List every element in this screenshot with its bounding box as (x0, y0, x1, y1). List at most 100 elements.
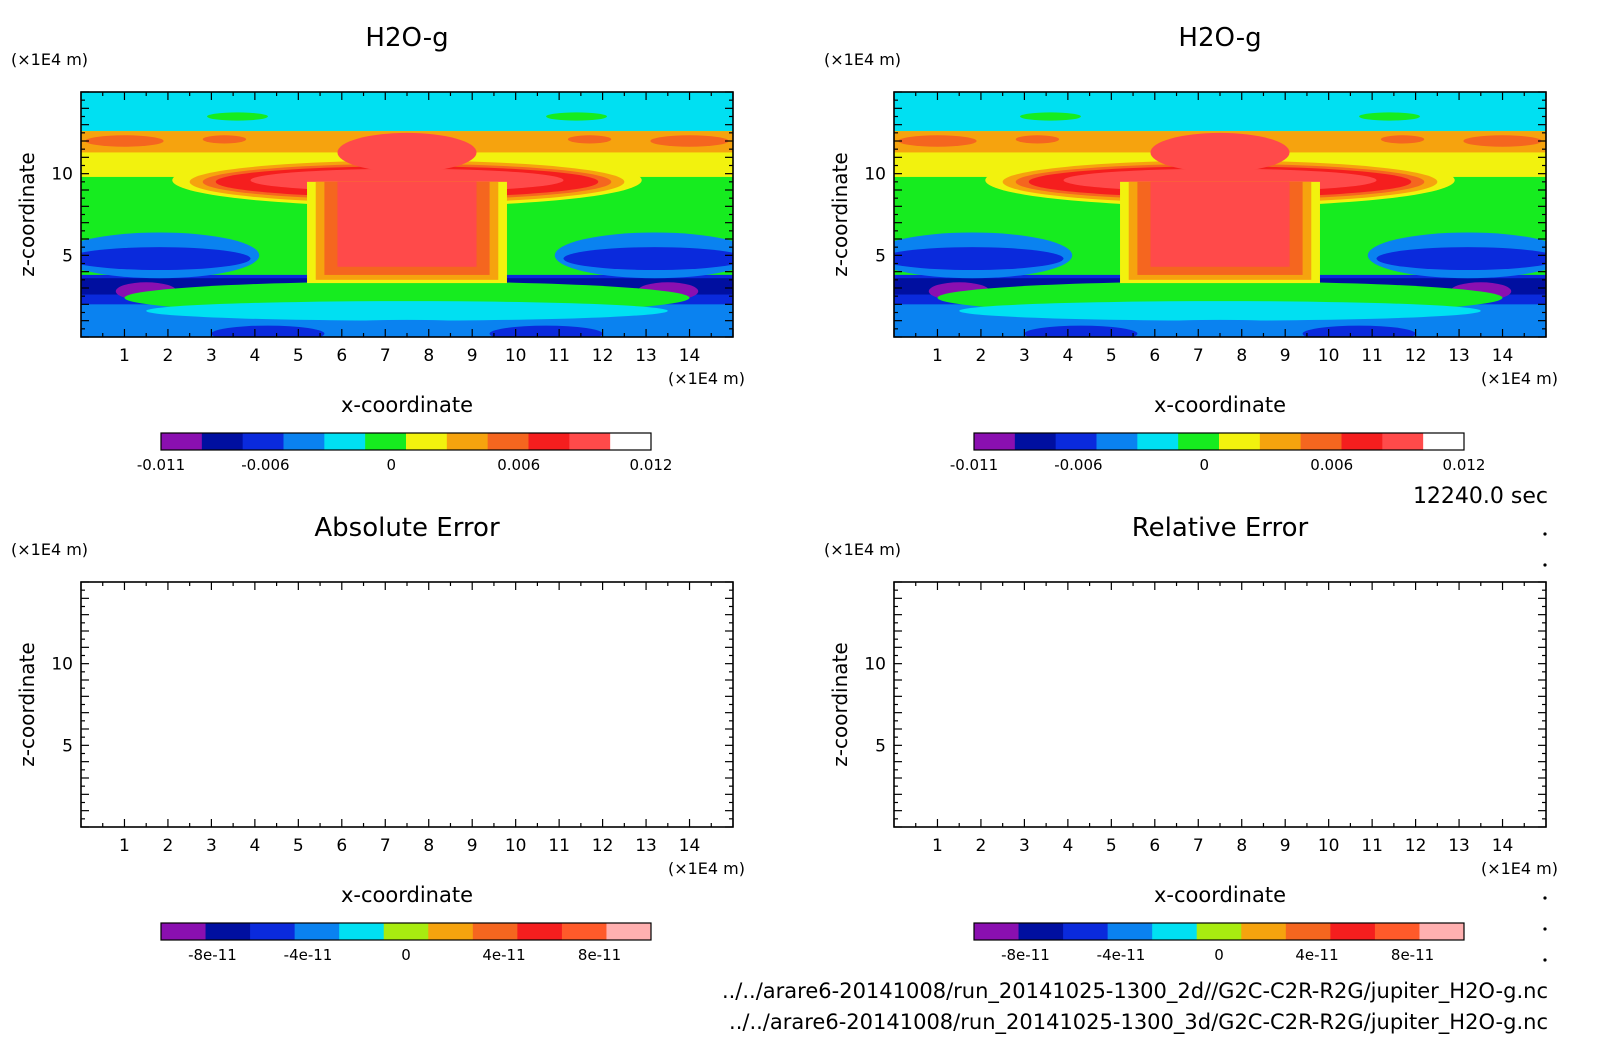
chart-title: Absolute Error (314, 513, 500, 543)
ticks (893, 581, 1547, 828)
colorbar-swatch (528, 433, 570, 450)
colorbar: -0.011 -0.006 0 0.006 0.012 (950, 432, 1486, 474)
colorbar-swatch (201, 433, 244, 450)
x-tick-label: 10 (505, 836, 527, 856)
colorbar-swatch (205, 923, 251, 940)
colorbar-swatch (974, 923, 1020, 940)
colorbar-swatch (1152, 923, 1198, 940)
colorbar-swatch (1107, 923, 1153, 940)
colorbar-label: -0.011 (950, 456, 998, 474)
x-tick-label: 2 (163, 836, 174, 856)
colorbar-swatch (517, 923, 563, 940)
colorbar-label: 0 (401, 946, 411, 964)
x-tick-label: 10 (505, 346, 527, 366)
x-tick-label: 8 (1236, 836, 1247, 856)
colorbar-swatch (1341, 433, 1383, 450)
x-tick-label: 5 (293, 346, 304, 366)
colorbar-swatch (446, 433, 489, 450)
x-tick-label: 12 (1405, 346, 1427, 366)
colorbar-swatch (294, 923, 340, 940)
colorbar-swatch (1374, 923, 1420, 940)
x-tick-label: 8 (423, 836, 434, 856)
colorbar-swatch (1096, 433, 1138, 450)
colorbar-label: 4e-11 (482, 946, 525, 964)
colorbar-swatch (383, 923, 429, 940)
contour-field (894, 92, 1546, 337)
colorbar: -8e-11 -4e-11 0 4e-11 8e-11 (160, 922, 652, 964)
colorbar-swatch (569, 433, 611, 450)
x-tick-label: 7 (380, 346, 391, 366)
file-path-3d: ../../arare6-20141008/run_20141025-1300_… (729, 1010, 1548, 1035)
chart-title: H2O-g (1178, 23, 1261, 53)
colorbar-label: -0.006 (1054, 456, 1102, 474)
colorbar-swatch (1419, 923, 1465, 940)
dot-markers (1543, 532, 1547, 962)
colorbar-label: 0.012 (1443, 456, 1486, 474)
x-unit-label: (×1E4 m) (1481, 859, 1558, 878)
y-tick-label: 5 (875, 246, 886, 266)
colorbar-label: 0.012 (630, 456, 673, 474)
x-tick-label: 1 (932, 346, 943, 366)
x-tick-label: 8 (1236, 346, 1247, 366)
chart-title: Relative Error (1132, 513, 1309, 543)
colorbar-swatch (1259, 433, 1302, 450)
colorbar-swatch (1137, 433, 1179, 450)
x-unit-label: (×1E4 m) (668, 369, 745, 388)
colorbar-label: -0.011 (137, 456, 185, 474)
colorbar-swatch (561, 923, 607, 940)
y-tick-label: 5 (62, 246, 73, 266)
y-axis-label: z-coordinate (15, 642, 39, 766)
x-tick-label: 5 (1106, 346, 1117, 366)
x-tick-label: 10 (1318, 346, 1340, 366)
x-unit-label: (×1E4 m) (668, 859, 745, 878)
y-axis-label: z-coordinate (828, 642, 852, 766)
x-tick-label: 11 (548, 346, 570, 366)
x-unit-label: (×1E4 m) (1481, 369, 1558, 388)
x-tick-label: 3 (206, 346, 217, 366)
colorbar-swatch (1063, 923, 1109, 940)
colorbar-swatch (1014, 433, 1057, 450)
colorbar-label: -0.006 (241, 456, 289, 474)
colorbar-swatch (1330, 923, 1376, 940)
y-tick-label: 10 (864, 655, 886, 675)
x-tick-label: 14 (679, 346, 701, 366)
colorbar-swatch (1178, 433, 1220, 450)
colorbar-swatch (161, 923, 207, 940)
x-tick-label: 8 (423, 346, 434, 366)
x-tick-label: 3 (1019, 346, 1030, 366)
colorbar-label: 4e-11 (1295, 946, 1338, 964)
colorbar-swatch (428, 923, 474, 940)
file-path-2d: ../../arare6-20141008/run_20141025-1300_… (722, 979, 1548, 1004)
colorbar-swatch (610, 433, 652, 450)
colorbar-label: 0 (1200, 456, 1210, 474)
x-tick-label: 4 (249, 836, 260, 856)
x-tick-label: 3 (1019, 836, 1030, 856)
colorbar-swatch (324, 433, 366, 450)
x-tick-label: 6 (336, 346, 347, 366)
colorbar-swatch (974, 433, 1016, 450)
colorbar: -0.011 -0.006 0 0.006 0.012 (137, 432, 673, 474)
x-tick-label: 9 (1280, 836, 1291, 856)
x-tick-label: 9 (1280, 346, 1291, 366)
x-tick-label: 4 (1062, 346, 1073, 366)
x-axis-label: x-coordinate (1154, 883, 1286, 907)
colorbar-swatch (339, 923, 385, 940)
x-axis-label: x-coordinate (341, 883, 473, 907)
x-tick-label: 1 (119, 346, 130, 366)
y-unit-label: (×1E4 m) (824, 50, 901, 69)
x-tick-label: 7 (380, 836, 391, 856)
colorbar-label: 0.006 (497, 456, 540, 474)
colorbar-swatch (472, 923, 518, 940)
y-axis-label: z-coordinate (15, 152, 39, 276)
colorbar: -8e-11 -4e-11 0 4e-11 8e-11 (973, 922, 1465, 964)
colorbar-swatch (487, 433, 529, 450)
x-tick-label: 10 (1318, 836, 1340, 856)
x-tick-label: 13 (1448, 836, 1470, 856)
colorbar-swatch (1055, 433, 1097, 450)
x-tick-label: 12 (592, 346, 614, 366)
x-tick-label: 11 (1361, 346, 1383, 366)
colorbar-swatch (1241, 923, 1287, 940)
